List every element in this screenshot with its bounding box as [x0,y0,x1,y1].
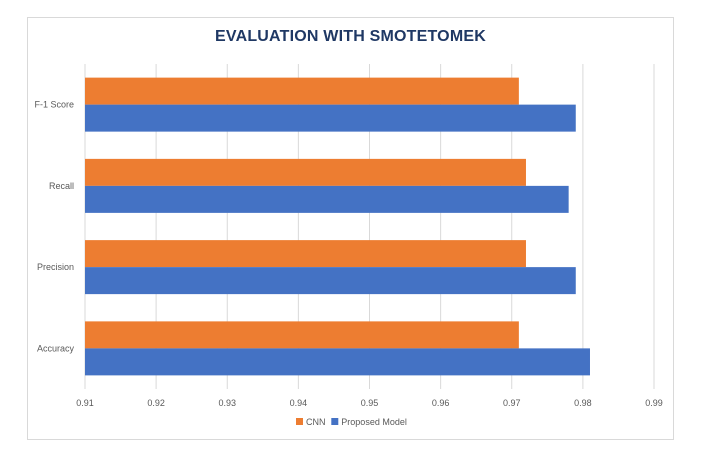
bar-cnn-f-1-score [85,77,519,105]
x-tick-label-0: 0.91 [76,398,94,408]
category-label-f-1-score: F-1 Score [34,100,74,110]
category-label-recall: Recall [49,181,74,191]
bar-proposed-model-precision [85,267,576,295]
bar-proposed-model-f-1-score [85,104,576,132]
x-tick-label-1: 0.92 [147,398,165,408]
chart-title: EVALUATION WITH SMOTETOMEK [215,28,486,45]
bar-cnn-recall [85,158,526,186]
x-tick-label-3: 0.94 [290,398,308,408]
x-tick-label-5: 0.96 [432,398,450,408]
x-tick-label-4: 0.95 [361,398,379,408]
x-tick-label-7: 0.98 [574,398,592,408]
category-label-precision: Precision [37,262,74,272]
legend-label-1: Proposed Model [341,417,407,427]
x-tick-label-2: 0.93 [218,398,236,408]
legend-label-0: CNN [306,417,326,427]
bar-cnn-accuracy [85,321,519,349]
bar-cnn-precision [85,240,526,268]
legend-swatch-1 [331,418,339,425]
legend-swatch-0 [296,418,303,425]
x-tick-label-6: 0.97 [503,398,521,408]
x-tick-label-8: 0.99 [645,398,663,408]
category-label-accuracy: Accuracy [37,343,75,353]
bar-proposed-model-recall [85,185,569,213]
bar-proposed-model-accuracy [85,348,590,376]
